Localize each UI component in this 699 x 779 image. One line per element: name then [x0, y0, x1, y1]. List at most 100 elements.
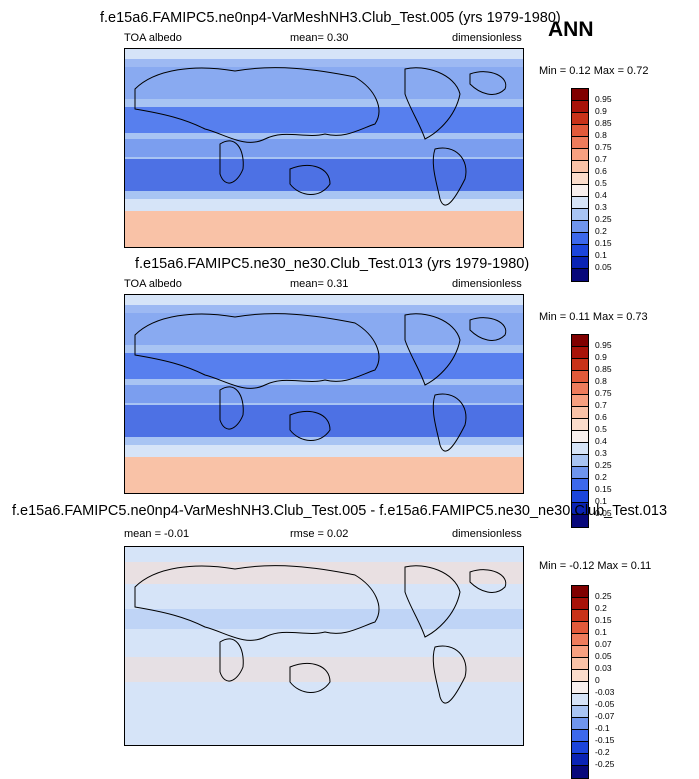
colorbar-tick-label: 0.8	[595, 130, 607, 140]
colorbar-bin	[572, 371, 588, 383]
colorbar-tick-label: 0.75	[595, 388, 612, 398]
panel-3-mean: mean = -0.01	[124, 528, 190, 540]
colorbar-tick-label: 0.05	[595, 651, 612, 661]
colorbar-tick-label: 0.4	[595, 190, 607, 200]
panel-2-units: dimensionless	[452, 278, 522, 290]
season-label: ANN	[548, 18, 594, 41]
colorbar-tick-label: 0.75	[595, 142, 612, 152]
colorbar-bin	[572, 185, 588, 197]
panel-2-map	[124, 294, 524, 494]
colorbar-tick-label: -0.1	[595, 723, 610, 733]
nh-positive-band	[125, 562, 523, 584]
colorbar-tick-label: 0.85	[595, 118, 612, 128]
colorbar-tick-label: 0.6	[595, 412, 607, 422]
colorbar-tick-label: 0.2	[595, 226, 607, 236]
colorbar-bin	[572, 89, 588, 101]
colorbar-tick-label: 0.25	[595, 591, 612, 601]
colorbar-bin	[572, 209, 588, 221]
panel-2-map-svg	[125, 295, 523, 493]
panel-1-title: f.e15a6.FAMIPC5.ne0np4-VarMeshNH3.Club_T…	[100, 10, 561, 26]
panel-3-minmax: Min = -0.12 Max = 0.11	[539, 560, 652, 572]
panel-2-mean: mean= 0.31	[290, 278, 349, 290]
colorbar-bin	[572, 335, 588, 347]
colorbar-tick-label: -0.05	[595, 699, 615, 709]
panel-3-title: f.e15a6.FAMIPC5.ne0np4-VarMeshNH3.Club_T…	[12, 503, 668, 519]
colorbar-bin	[572, 598, 588, 610]
sh-subtropics-band	[125, 405, 523, 437]
tropics-negative-band	[125, 609, 523, 629]
panel-2-variable: TOA albedo	[124, 278, 182, 290]
colorbar-bin	[572, 610, 588, 622]
colorbar-bin	[572, 622, 588, 634]
colorbar-bin	[572, 395, 588, 407]
panel-1-variable: TOA albedo	[124, 32, 182, 44]
colorbar-tick-label: 0.7	[595, 400, 607, 410]
panel-1-map	[124, 48, 524, 248]
colorbar-bin	[572, 197, 588, 209]
colorbar-bin	[572, 694, 588, 706]
southern-ocean-band	[125, 199, 523, 211]
colorbar-bin	[572, 149, 588, 161]
colorbar-bin	[572, 682, 588, 694]
colorbar-bin	[572, 233, 588, 245]
colorbar-bin	[572, 125, 588, 137]
colorbar-tick-label: 0.05	[595, 262, 612, 272]
panel-1-minmax: Min = 0.12 Max = 0.72	[539, 65, 649, 77]
colorbar-tick-label: 0.3	[595, 202, 607, 212]
colorbar-bin	[572, 754, 588, 766]
coastlines	[134, 67, 507, 206]
itcz-band	[125, 139, 523, 157]
colorbar-tick-label: 0.7	[595, 154, 607, 164]
colorbar-bin	[572, 658, 588, 670]
colorbar-tick-label: -0.25	[595, 759, 615, 769]
colorbar-tick-label: 0	[595, 675, 600, 685]
colorbar-tick-label: 0.2	[595, 603, 607, 613]
colorbar-bin	[572, 137, 588, 149]
colorbar-tick-label: -0.2	[595, 747, 610, 757]
colorbar-tick-label: 0.95	[595, 94, 612, 104]
panel-3-rmse: rmse = 0.02	[290, 528, 349, 540]
colorbar-tick-label: 0.25	[595, 214, 612, 224]
colorbar-tick-label: 0.15	[595, 238, 612, 248]
colorbar-bin	[572, 257, 588, 269]
colorbar-bin	[572, 515, 588, 527]
colorbar-bin	[572, 706, 588, 718]
colorbar-bin	[572, 419, 588, 431]
panel-1-colorbar	[571, 88, 589, 282]
colorbar-bin	[572, 455, 588, 467]
colorbar-bin	[572, 742, 588, 754]
colorbar-tick-label: 0.25	[595, 460, 612, 470]
colorbar-tick-label: 0.1	[595, 250, 607, 260]
colorbar-bin	[572, 383, 588, 395]
panel-1-mean: mean= 0.30	[290, 32, 349, 44]
colorbar-tick-label: 0.8	[595, 376, 607, 386]
colorbar-bin	[572, 586, 588, 598]
colorbar-bin	[572, 491, 588, 503]
coastlines	[134, 313, 507, 452]
colorbar-tick-label: 0.05	[595, 508, 612, 518]
colorbar-tick-label: 0.2	[595, 472, 607, 482]
colorbar-bin	[572, 443, 588, 455]
panel-2-minmax: Min = 0.11 Max = 0.73	[539, 311, 648, 323]
panel-3-colorbar	[571, 585, 589, 779]
colorbar-tick-label: 0.85	[595, 364, 612, 374]
antarctica-band	[125, 457, 523, 493]
colorbar-bin	[572, 730, 588, 742]
panel-3-map-svg	[125, 547, 523, 745]
itcz-band	[125, 385, 523, 403]
panel-1-units: dimensionless	[452, 32, 522, 44]
colorbar-tick-label: 0.15	[595, 615, 612, 625]
colorbar-bin	[572, 359, 588, 371]
colorbar-bin	[572, 347, 588, 359]
colorbar-tick-label: -0.07	[595, 711, 615, 721]
colorbar-bin	[572, 503, 588, 515]
colorbar-bin	[572, 718, 588, 730]
panel-1-map-svg	[125, 49, 523, 247]
colorbar-bin	[572, 113, 588, 125]
colorbar-tick-label: 0.07	[595, 639, 612, 649]
nh-storm-band	[125, 59, 523, 99]
colorbar-bin	[572, 766, 588, 778]
colorbar-tick-label: 0.95	[595, 340, 612, 350]
colorbar-tick-label: 0.1	[595, 496, 607, 506]
colorbar-tick-label: 0.15	[595, 484, 612, 494]
